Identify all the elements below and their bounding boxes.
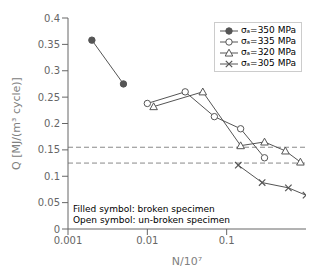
svg-text:0.2: 0.2 xyxy=(44,118,60,129)
html-text:σₐ=305 MPa: σₐ=305 MPa xyxy=(240,58,296,68)
svg-text:0.3: 0.3 xyxy=(44,65,60,76)
svg-text:0.35: 0.35 xyxy=(38,39,60,50)
svg-text:N/10⁷: N/10⁷ xyxy=(172,255,202,268)
svg-text:Q [MJ/(m³ cycle)]: Q [MJ/(m³ cycle)] xyxy=(10,77,23,170)
svg-text:0.1: 0.1 xyxy=(44,171,60,182)
html-text:Open symbol: un-broken specime: Open symbol: un-broken specimen xyxy=(73,215,231,225)
svg-text:0.05: 0.05 xyxy=(38,197,60,208)
html-text:σₐ=335 MPa: σₐ=335 MPa xyxy=(240,36,296,46)
svg-text:0.001: 0.001 xyxy=(54,235,83,246)
svg-text:0.01: 0.01 xyxy=(136,235,158,246)
html-text:Filled symbol: broken specimen: Filled symbol: broken specimen xyxy=(73,204,215,214)
html-text:σₐ=350 MPa: σₐ=350 MPa xyxy=(240,25,296,35)
html-text:σₐ=320 MPa: σₐ=320 MPa xyxy=(240,47,296,57)
svg-text:0.25: 0.25 xyxy=(38,92,60,103)
svg-text:0.15: 0.15 xyxy=(38,144,60,155)
svg-text:0: 0 xyxy=(54,224,60,235)
svg-text:0.1: 0.1 xyxy=(219,235,235,246)
svg-text:0.4: 0.4 xyxy=(44,13,60,24)
